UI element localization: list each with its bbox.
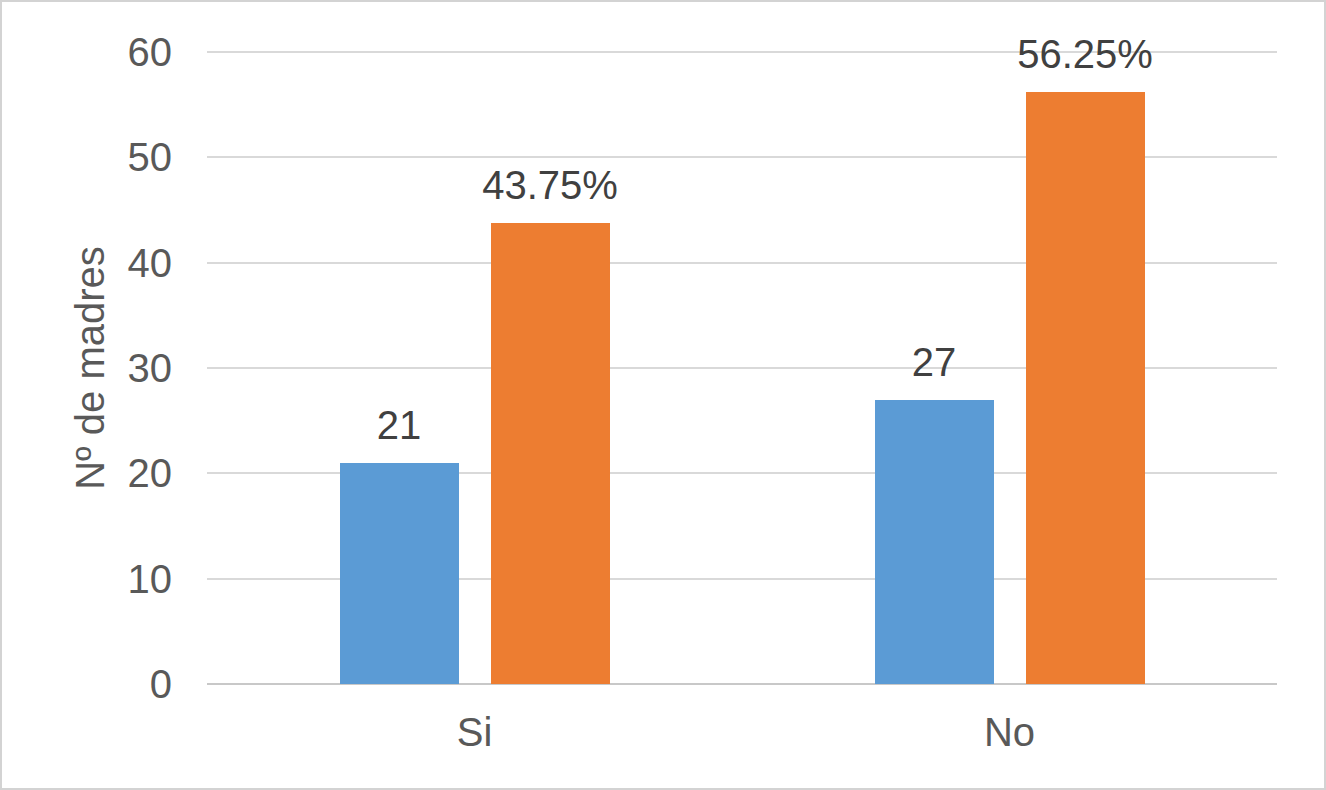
plot-area: 212743.75%56.25% — [207, 52, 1277, 684]
bar-data-label: 56.25% — [1017, 32, 1153, 76]
bar-data-label: 21 — [377, 403, 422, 447]
y-tick-label: 50 — [52, 133, 172, 181]
y-tick-label: 40 — [52, 239, 172, 287]
x-category-label: Si — [457, 708, 493, 756]
chart-frame: Nº de madres 0102030405060 212743.75%56.… — [0, 0, 1326, 790]
bar-no-2 — [1026, 92, 1145, 685]
y-tick-label: 30 — [52, 344, 172, 392]
y-tick-label: 0 — [52, 660, 172, 708]
x-category-label: No — [984, 708, 1035, 756]
y-tick-label: 60 — [52, 28, 172, 76]
y-tick-label: 10 — [52, 555, 172, 603]
bar-no-1 — [875, 400, 994, 684]
bar-data-label: 27 — [912, 340, 957, 384]
bar-si-1 — [340, 463, 459, 684]
y-tick-label: 20 — [52, 449, 172, 497]
bar-data-label: 43.75% — [482, 163, 618, 207]
bar-si-2 — [491, 223, 610, 684]
